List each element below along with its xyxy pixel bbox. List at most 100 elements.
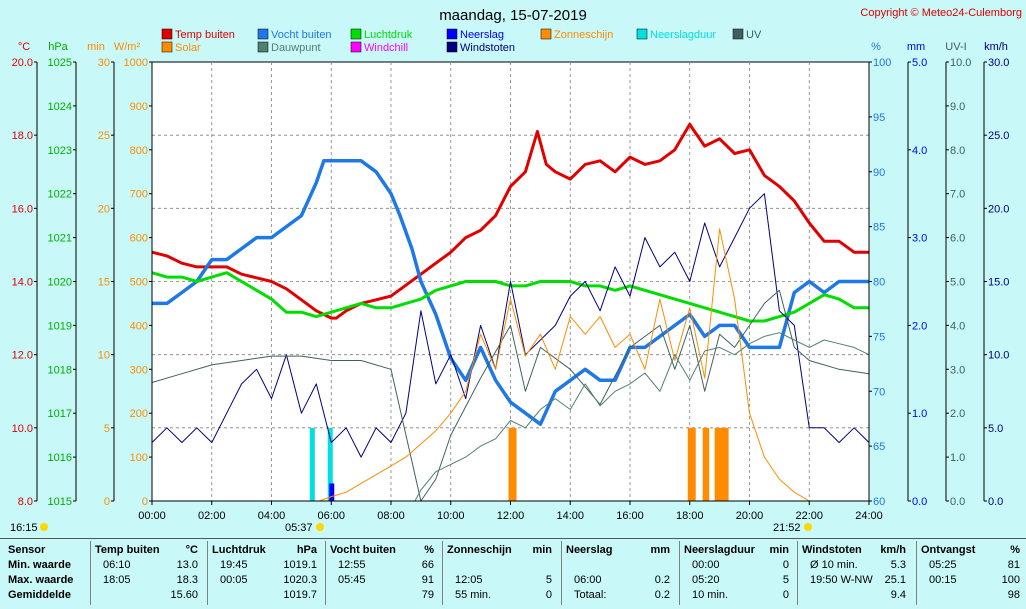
stats-cell-time: 19:50 W-NW	[810, 574, 873, 586]
legend-label: Windstoten	[460, 42, 515, 54]
series-line-windstoten	[151, 193, 870, 458]
x-axis-tick-label: 16:00	[616, 510, 644, 522]
bar-zonneschijn	[717, 427, 723, 501]
axis-tick-label-minutes: 0	[104, 496, 110, 508]
unit-humidity: %	[871, 41, 881, 53]
axis-tick-label-rain: 0.0	[912, 496, 927, 508]
stats-cell-value: 98	[1007, 589, 1020, 601]
stats-cell-time: 55 min.	[455, 589, 492, 601]
stats-header-unit: mm	[650, 544, 670, 556]
stats-cell-time: 12:05	[455, 574, 483, 586]
bar-zonneschijn	[690, 427, 696, 501]
legend-label: Windchill	[364, 42, 408, 54]
axis-tick-label-solar: 0	[142, 496, 148, 508]
axis-tick-label-humidity: 60	[873, 496, 885, 508]
axis-tick-label-solar: 500	[130, 277, 148, 289]
axis-tick-label-rain: 3.0	[912, 233, 927, 245]
axis-tick-label-uv: 7.0	[950, 189, 965, 201]
x-axis-tick-label: 02:00	[198, 510, 226, 522]
axis-tick-label-uv: 2.0	[950, 408, 965, 420]
series-line-solar	[319, 228, 810, 502]
stats-cell-time: 06:10	[103, 559, 131, 571]
stats-divider	[561, 541, 562, 605]
axis-tick-label-wind: 15.0	[988, 277, 1009, 289]
axis-tick-label-temp: 14.0	[12, 277, 33, 289]
unit-temp: °C	[18, 41, 30, 53]
stats-row-label: Max. waarde	[8, 574, 74, 586]
legend-swatch	[540, 28, 552, 40]
stats-header: Luchtdruk	[212, 544, 266, 556]
axis-tick-label-humidity: 80	[873, 277, 885, 289]
x-axis-tick-label: 04:00	[258, 510, 286, 522]
axis-tick-label-uv: 0.0	[950, 496, 965, 508]
axis-tick-label-uv: 3.0	[950, 364, 965, 376]
stats-cell-time: 00:15	[929, 574, 957, 586]
chart-legend: Temp buiten Vocht buiten Luchtdruk Neerslag…	[161, 28, 762, 54]
sunrise-label: 05:37	[285, 522, 313, 534]
stats-header-unit: %	[424, 544, 434, 556]
stats-header: Neerslag	[566, 544, 613, 556]
stats-cell-time: 00:05	[220, 574, 248, 586]
axis-tick-label-pressure: 1025	[48, 57, 72, 69]
stats-divider	[797, 541, 798, 605]
unit-uv: UV-I	[945, 41, 966, 53]
x-axis-tick-label: 24:00	[855, 510, 883, 522]
unit-solar: W/m²	[114, 41, 141, 53]
axis-tick-label-temp: 18.0	[12, 130, 33, 142]
axis-tick-label-rain: 5.0	[912, 57, 927, 69]
legend-label: Neerslagduur	[650, 29, 716, 41]
axis-tick-label-minutes: 20	[98, 203, 110, 215]
stats-cell-value: 18.3	[176, 574, 198, 586]
bar-neerslagduur	[309, 427, 315, 501]
series-line-uv	[151, 289, 870, 502]
axis-tick-label-humidity: 70	[873, 386, 885, 398]
axis-tick-label-wind: 5.0	[988, 423, 1003, 435]
legend-label: Vocht buiten	[271, 29, 332, 41]
series-line-vocht-buiten	[152, 159, 869, 426]
stats-header: Sensor	[8, 544, 46, 556]
stats-header-unit: %	[1010, 544, 1020, 556]
stats-cell-value: 13.0	[176, 559, 198, 571]
bar-zonneschijn	[723, 427, 729, 501]
axis-tick-label-uv: 5.0	[950, 277, 965, 289]
stats-row-label: Min. waarde	[8, 559, 71, 571]
bar-zonneschijn	[511, 427, 517, 501]
bar-zonneschijn	[687, 427, 693, 501]
stats-cell-time: 12:55	[338, 559, 366, 571]
series-line-luchtdruk	[151, 271, 869, 323]
unit-pressure: hPa	[48, 41, 68, 53]
x-axis-tick-label: 14:00	[556, 510, 584, 522]
stats-cell-time: Ø 10 min.	[810, 559, 858, 571]
day-start-label: 16:15	[10, 522, 38, 534]
series-line-dauwpunt	[414, 332, 870, 502]
legend-label: Zonneschijn	[554, 29, 613, 41]
legend-label: Solar	[175, 42, 201, 54]
x-axis-tick-label: 00:00	[138, 510, 166, 522]
stats-header-unit: km/h	[880, 544, 906, 556]
axis-tick-label-temp: 8.0	[18, 496, 33, 508]
axis-tick-label-temp: 20.0	[12, 57, 33, 69]
axis-tick-label-wind: 25.0	[988, 130, 1009, 142]
x-axis-tick-label: 12:00	[497, 510, 525, 522]
axis-tick-label-solar: 800	[130, 145, 148, 157]
axis-tick-label-minutes: 10	[98, 350, 110, 362]
stats-cell-value: 0.2	[654, 574, 670, 586]
stats-header: Neerslagduur	[684, 544, 755, 556]
stats-cell-value: 1020.3	[283, 574, 317, 586]
axis-tick-label-pressure: 1020	[48, 277, 72, 289]
axis-tick-label-pressure: 1023	[48, 145, 72, 157]
axis-tick-label-solar: 300	[130, 364, 148, 376]
stats-divider	[442, 541, 443, 605]
stats-cell-time: 05:45	[338, 574, 366, 586]
stats-cell-value: 5	[545, 574, 552, 586]
stats-row-label: Gemiddelde	[8, 589, 71, 601]
axis-tick-label-rain: 2.0	[912, 320, 927, 332]
stats-cell-value: 5.3	[890, 559, 906, 571]
stats-cell-value: 5	[782, 574, 789, 586]
stats-divider	[916, 541, 917, 605]
axis-tick-label-temp: 10.0	[12, 423, 33, 435]
axis-tick-label-minutes: 30	[98, 57, 110, 69]
stats-cell-value: 9.4	[890, 589, 906, 601]
stats-cell-value: 79	[421, 589, 434, 601]
chart-title: maandag, 15-07-2019	[439, 7, 587, 24]
